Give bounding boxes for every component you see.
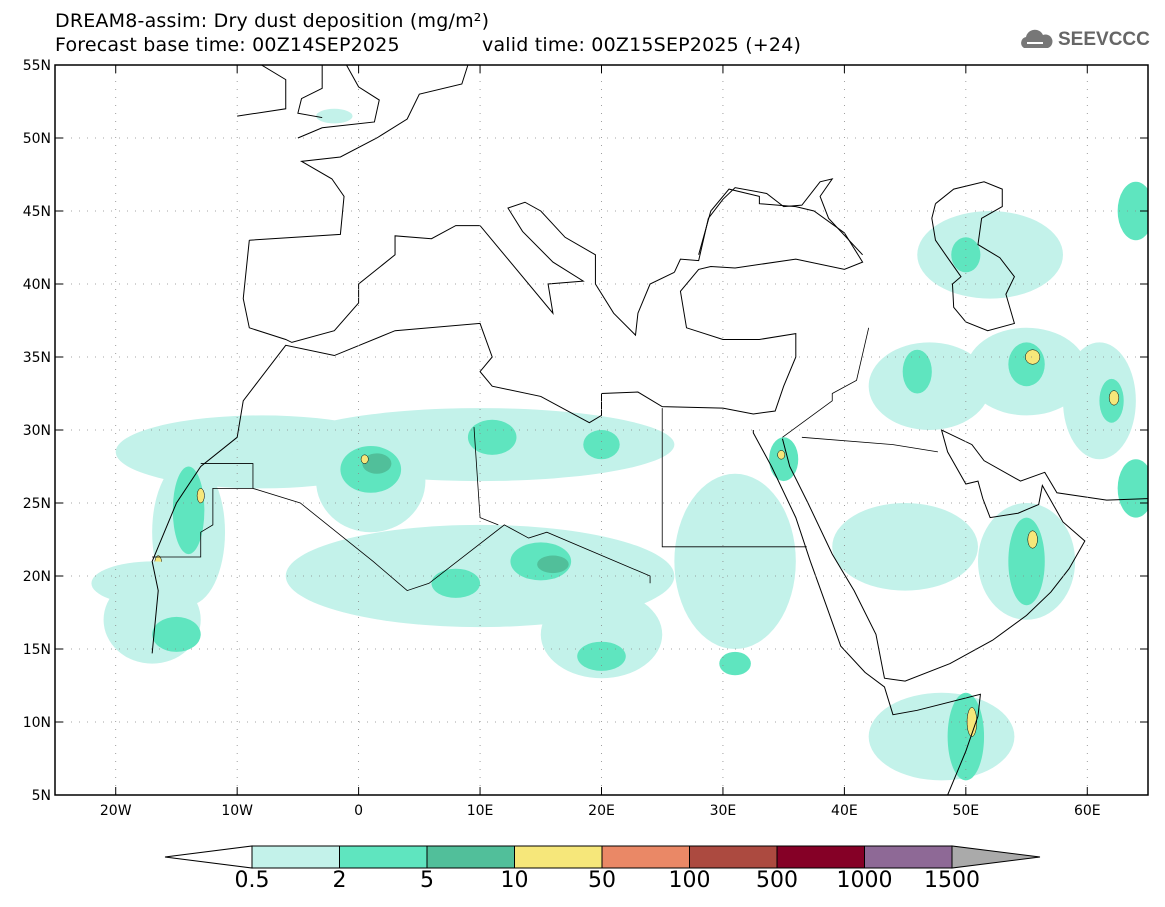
dust-region bbox=[1117, 181, 1148, 241]
coastline bbox=[931, 181, 1016, 332]
country-border bbox=[152, 487, 253, 558]
dust-region bbox=[1025, 349, 1041, 365]
colorbar-label: 5 bbox=[420, 868, 434, 893]
forecast-base-time: Forecast base time: 00Z14SEP2025 bbox=[55, 34, 400, 56]
coastline bbox=[673, 178, 863, 273]
coastline bbox=[242, 201, 675, 343]
dust-region bbox=[1027, 530, 1038, 549]
colorbar-swatch bbox=[514, 845, 603, 869]
colorbar bbox=[164, 845, 1041, 869]
dust-region bbox=[917, 211, 1063, 299]
dust-region bbox=[91, 561, 213, 606]
colorbar-label: 2 bbox=[332, 868, 347, 893]
lon-tick-label: 20W bbox=[100, 803, 132, 819]
colorbar-label: 1500 bbox=[924, 868, 980, 893]
dust-region bbox=[362, 453, 392, 474]
colorbar-swatch bbox=[339, 845, 428, 869]
dust-region bbox=[902, 349, 932, 394]
dust-region bbox=[467, 419, 517, 455]
dust-region bbox=[674, 473, 796, 649]
country-border bbox=[801, 436, 938, 453]
lon-tick-label: 10W bbox=[221, 803, 253, 819]
dust-region bbox=[537, 555, 569, 574]
coastlines bbox=[55, 65, 1148, 795]
colorbar-under-arrow bbox=[164, 845, 253, 869]
dust-region bbox=[1008, 342, 1045, 387]
colorbar-label: 100 bbox=[668, 868, 711, 893]
dust-region bbox=[540, 590, 663, 679]
lat-tick-label: 40N bbox=[23, 277, 51, 293]
coastline bbox=[297, 65, 380, 139]
dust-region bbox=[360, 454, 369, 464]
colorbar-swatch bbox=[864, 845, 953, 869]
dust-region bbox=[152, 616, 201, 652]
dust-region bbox=[196, 488, 205, 504]
cloud-icon bbox=[1021, 29, 1053, 48]
lon-tick-label: 10E bbox=[467, 803, 494, 819]
lon-tick-label: 30E bbox=[710, 803, 737, 819]
lat-tick-label: 35N bbox=[23, 350, 51, 366]
colorbar-swatch bbox=[689, 845, 778, 869]
lat-tick-label: 50N bbox=[23, 131, 51, 147]
lat-tick-label: 5N bbox=[32, 788, 51, 804]
lat-tick-label: 20N bbox=[23, 569, 51, 585]
axis-ticks: 5N 10N 15N 20N 25N 30N 35N 40N 45N 50N 55N 20W 10W 0 1… bbox=[23, 58, 1148, 819]
colorbar-label: 0.5 bbox=[234, 868, 270, 893]
country-border bbox=[200, 463, 651, 592]
dust-region bbox=[769, 437, 799, 482]
dust-region bbox=[583, 430, 620, 460]
coastline bbox=[297, 65, 323, 119]
dust-region bbox=[172, 466, 205, 555]
map-title: DREAM8-assim: Dry dust deposition (mg/m²… bbox=[55, 10, 490, 32]
lon-tick-label: 20E bbox=[588, 803, 615, 819]
lon-tick-label: 50E bbox=[952, 803, 979, 819]
coastline bbox=[781, 429, 1148, 682]
lon-tick-label: 40E bbox=[831, 803, 858, 819]
dust-region bbox=[1008, 517, 1045, 606]
colorbar-over-arrow bbox=[951, 845, 1041, 869]
dust-region bbox=[868, 342, 991, 431]
dust-region bbox=[1108, 390, 1120, 406]
country-border bbox=[661, 408, 807, 548]
lat-tick-label: 55N bbox=[23, 58, 51, 74]
dust-region bbox=[777, 450, 786, 460]
country-border bbox=[782, 327, 870, 438]
valid-time: valid time: 00Z15SEP2025 (+24) bbox=[482, 34, 802, 56]
colorbar-swatch bbox=[426, 845, 515, 869]
colorbar-label: 50 bbox=[588, 868, 616, 893]
dust-region bbox=[316, 108, 353, 124]
dust-region bbox=[832, 503, 978, 591]
colorbar-swatch bbox=[251, 845, 340, 869]
dust-region bbox=[431, 568, 481, 598]
colorbar-label: 500 bbox=[756, 868, 798, 893]
coastline bbox=[752, 430, 981, 795]
lat-tick-label: 45N bbox=[23, 204, 51, 220]
dust-region bbox=[951, 237, 981, 273]
dust-deposition-layer bbox=[91, 108, 1148, 781]
country-border bbox=[473, 427, 499, 526]
colorbar-swatch bbox=[601, 845, 690, 869]
lon-tick-label: 60E bbox=[1074, 803, 1101, 819]
lat-tick-label: 15N bbox=[23, 642, 51, 658]
colorbar-swatch bbox=[776, 845, 865, 869]
coastline bbox=[249, 65, 469, 241]
dust-region bbox=[719, 651, 751, 676]
colorbar-label: 1000 bbox=[836, 868, 893, 893]
lon-tick-label: 0 bbox=[354, 803, 363, 819]
logo-text: SEEVCCC bbox=[1058, 29, 1150, 50]
coastline bbox=[151, 188, 864, 654]
dust-region bbox=[577, 641, 626, 671]
coastline bbox=[237, 65, 287, 117]
lat-tick-label: 30N bbox=[23, 423, 51, 439]
seevccc-logo: SEEVCCC bbox=[1018, 28, 1150, 52]
lat-tick-label: 10N bbox=[23, 715, 51, 731]
lat-tick-label: 25N bbox=[23, 496, 51, 512]
colorbar-label: 10 bbox=[500, 868, 529, 893]
